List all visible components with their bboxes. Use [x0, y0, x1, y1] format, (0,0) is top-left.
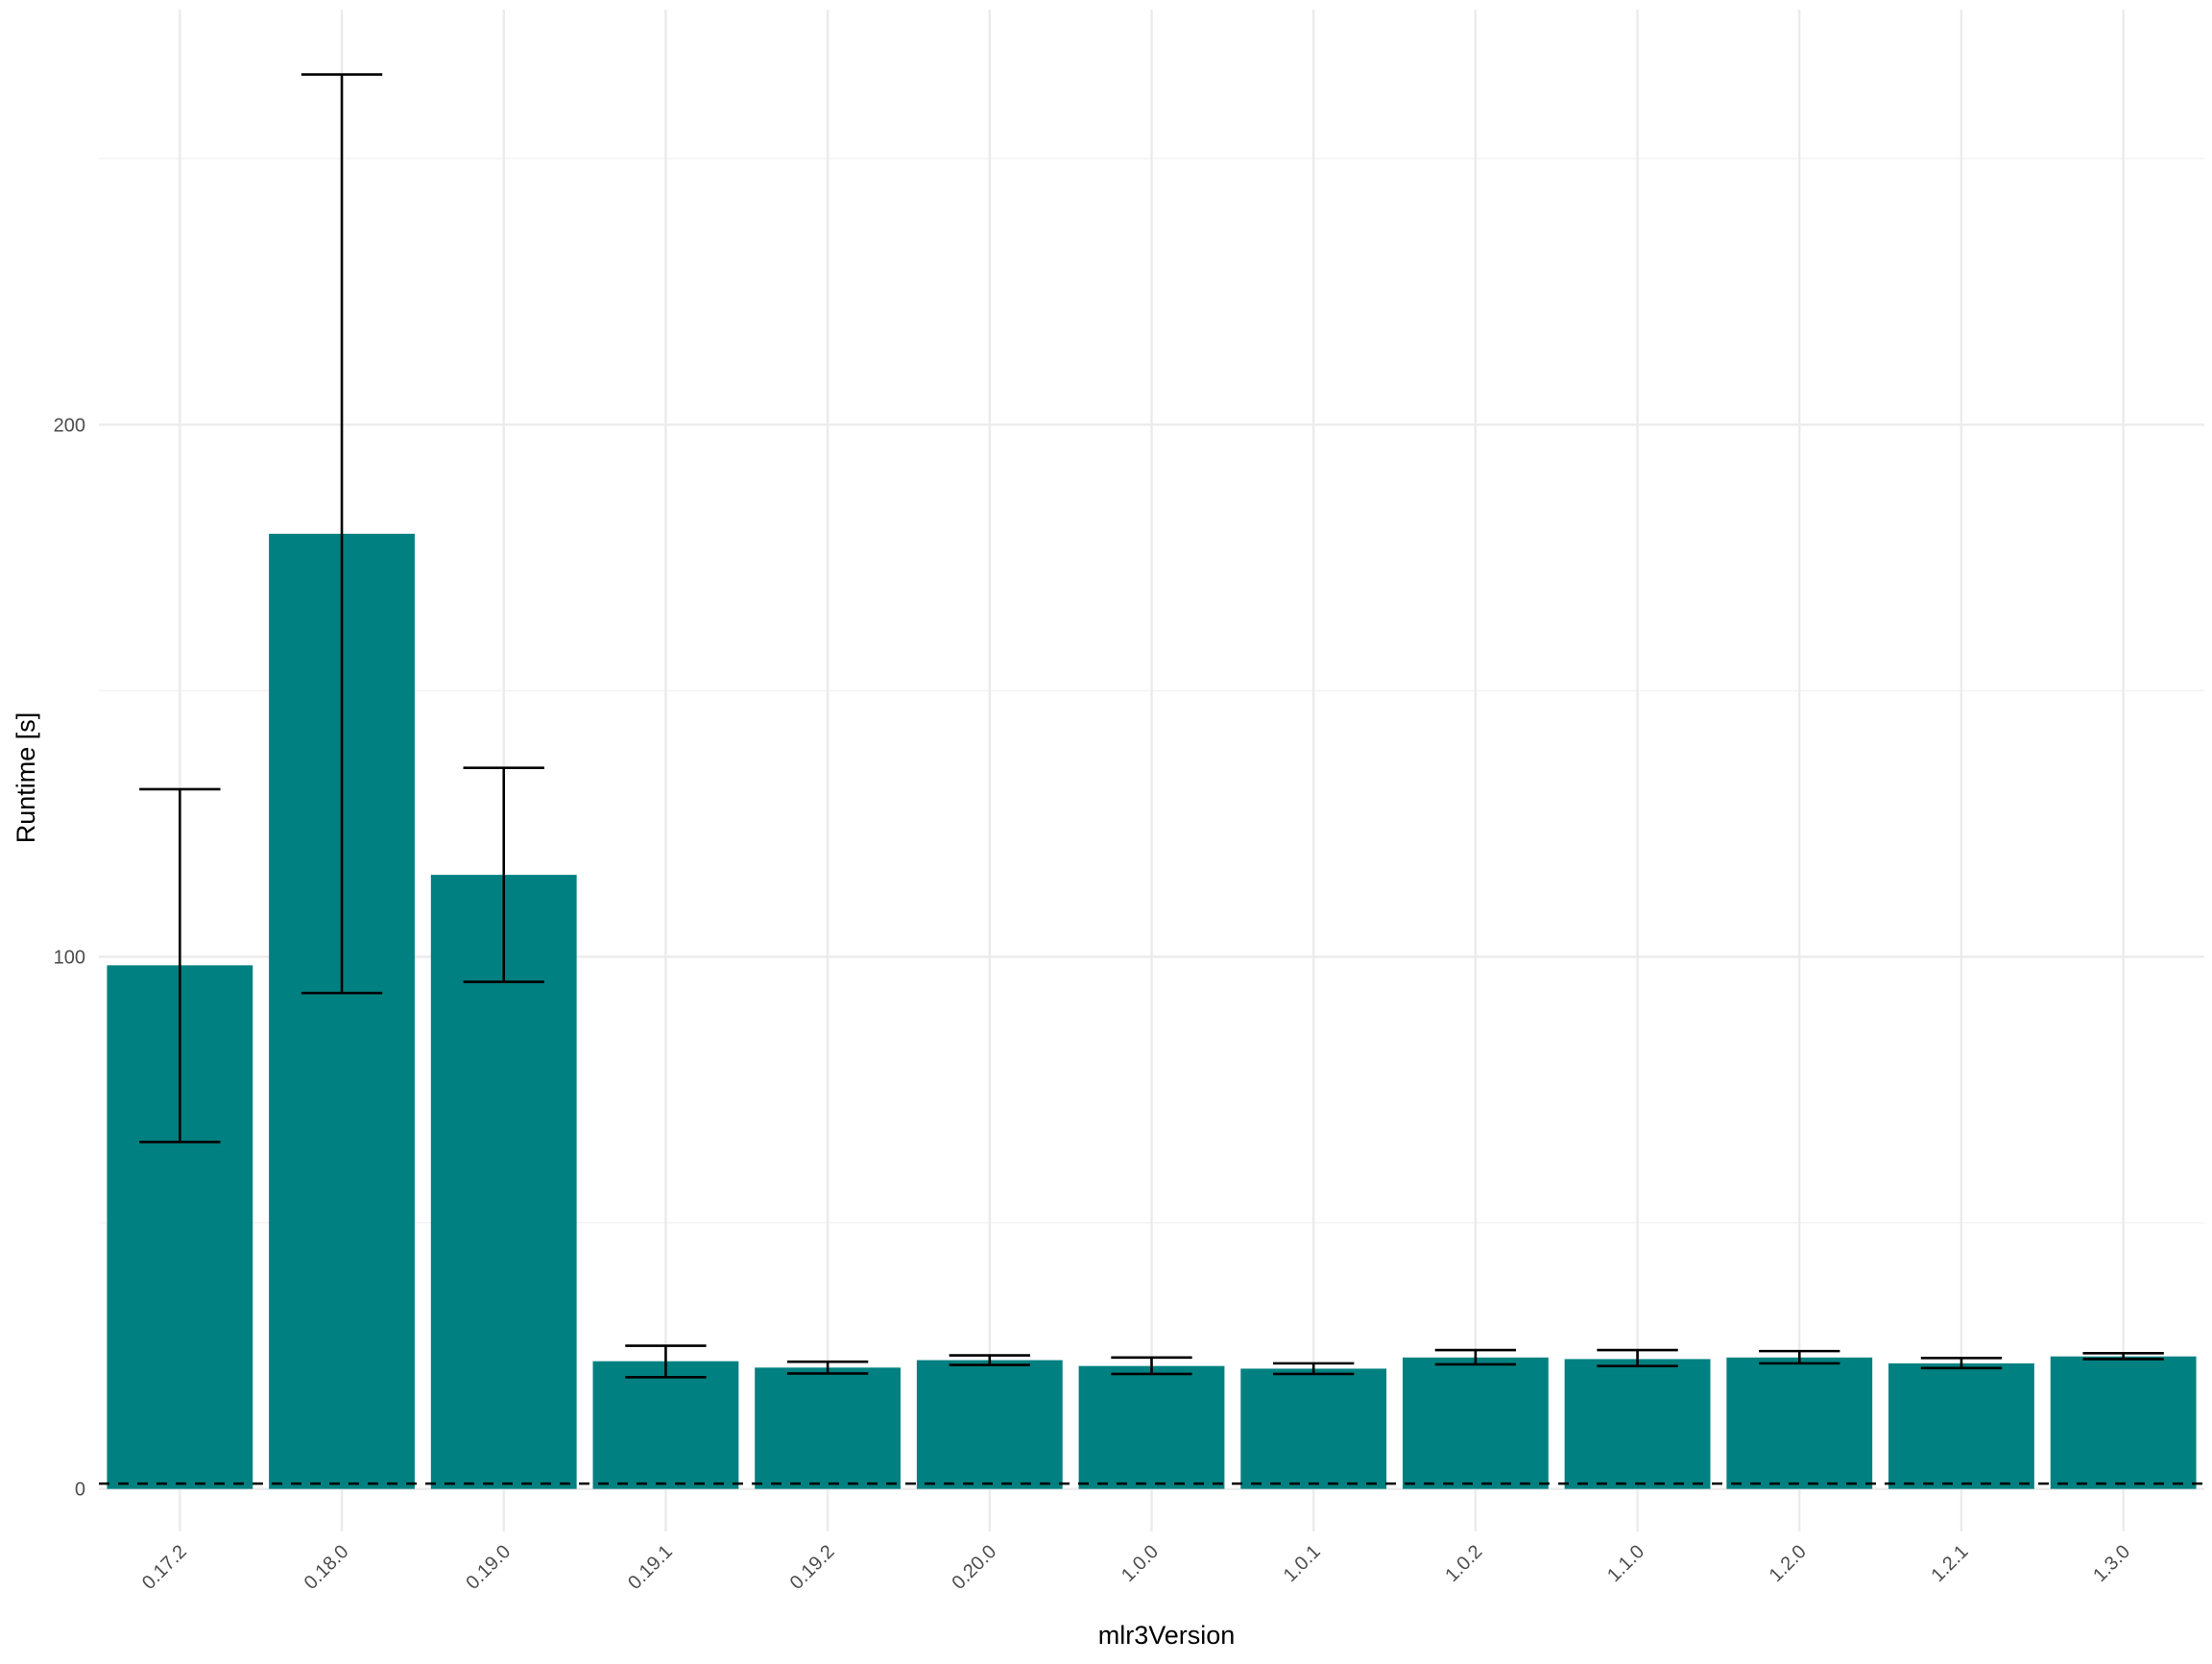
y-axis-title: Runtime [s]	[12, 712, 40, 844]
x-tick-label-0.17.2: 0.17.2	[138, 1541, 191, 1594]
x-tick-label-1.2.1: 1.2.1	[1927, 1541, 1972, 1586]
errorbar-0.19.0	[463, 766, 544, 983]
x-tick-label-1.2.0: 1.2.0	[1766, 1541, 1811, 1586]
x-tick-label-0.20.0: 0.20.0	[948, 1541, 1000, 1594]
bar-1.0.0	[1078, 1365, 1225, 1489]
bar-1.2.0	[1726, 1357, 1873, 1489]
errorbar-1.1.0	[1597, 1348, 1678, 1367]
bar-1.3.0	[2050, 1356, 2197, 1489]
errorbar-0.19.1	[625, 1344, 707, 1379]
x-axis-title: mlr3Version	[1098, 1621, 1236, 1650]
x-tick-label-1.1.0: 1.1.0	[1603, 1541, 1648, 1586]
errorbar-0.19.2	[786, 1360, 869, 1375]
x-tick-label-0.19.2: 0.19.2	[786, 1541, 839, 1594]
x-tick-labels: 0.17.2 0.18.0 0.19.0 0.19.1 0.19.2 0.20.0 1.0.…	[138, 1541, 2134, 1594]
y-tick-labels: 0 100 200	[54, 415, 85, 1500]
x-tick-label-1.3.0: 1.3.0	[2089, 1541, 2134, 1586]
x-tick-label-0.19.1: 0.19.1	[624, 1541, 677, 1594]
errorbar-0.18.0	[301, 73, 383, 995]
errorbar-0.20.0	[949, 1354, 1030, 1366]
bar-1.2.1	[1888, 1363, 2034, 1489]
bar-0.19.2	[755, 1367, 902, 1489]
bar-1.1.0	[1564, 1359, 1711, 1489]
y-tick-label: 0	[75, 1480, 85, 1501]
errorbar-1.3.0	[2082, 1352, 2164, 1361]
errorbar-1.0.1	[1273, 1362, 1355, 1376]
x-tick-label-0.19.0: 0.19.0	[462, 1541, 515, 1594]
errorbar-0.17.2	[139, 787, 221, 1144]
bar-1.0.1	[1240, 1368, 1387, 1489]
error-bars-layer	[139, 73, 2164, 1379]
grid-layer	[99, 10, 2204, 1531]
x-tick-label-1.0.1: 1.0.1	[1280, 1541, 1325, 1586]
bar-1.0.2	[1402, 1357, 1549, 1489]
errorbar-1.0.2	[1434, 1348, 1517, 1366]
x-tick-label-0.18.0: 0.18.0	[301, 1541, 353, 1594]
x-tick-label-1.0.0: 1.0.0	[1118, 1541, 1163, 1586]
errorbar-1.2.0	[1759, 1349, 1840, 1365]
errorbar-1.0.0	[1111, 1356, 1192, 1376]
bar-0.20.0	[916, 1360, 1063, 1489]
errorbar-1.2.1	[1920, 1357, 2003, 1370]
y-tick-label: 100	[54, 947, 85, 968]
y-tick-label: 200	[54, 415, 85, 436]
x-tick-label-1.0.2: 1.0.2	[1441, 1541, 1486, 1586]
bar-0.19.1	[592, 1361, 739, 1489]
